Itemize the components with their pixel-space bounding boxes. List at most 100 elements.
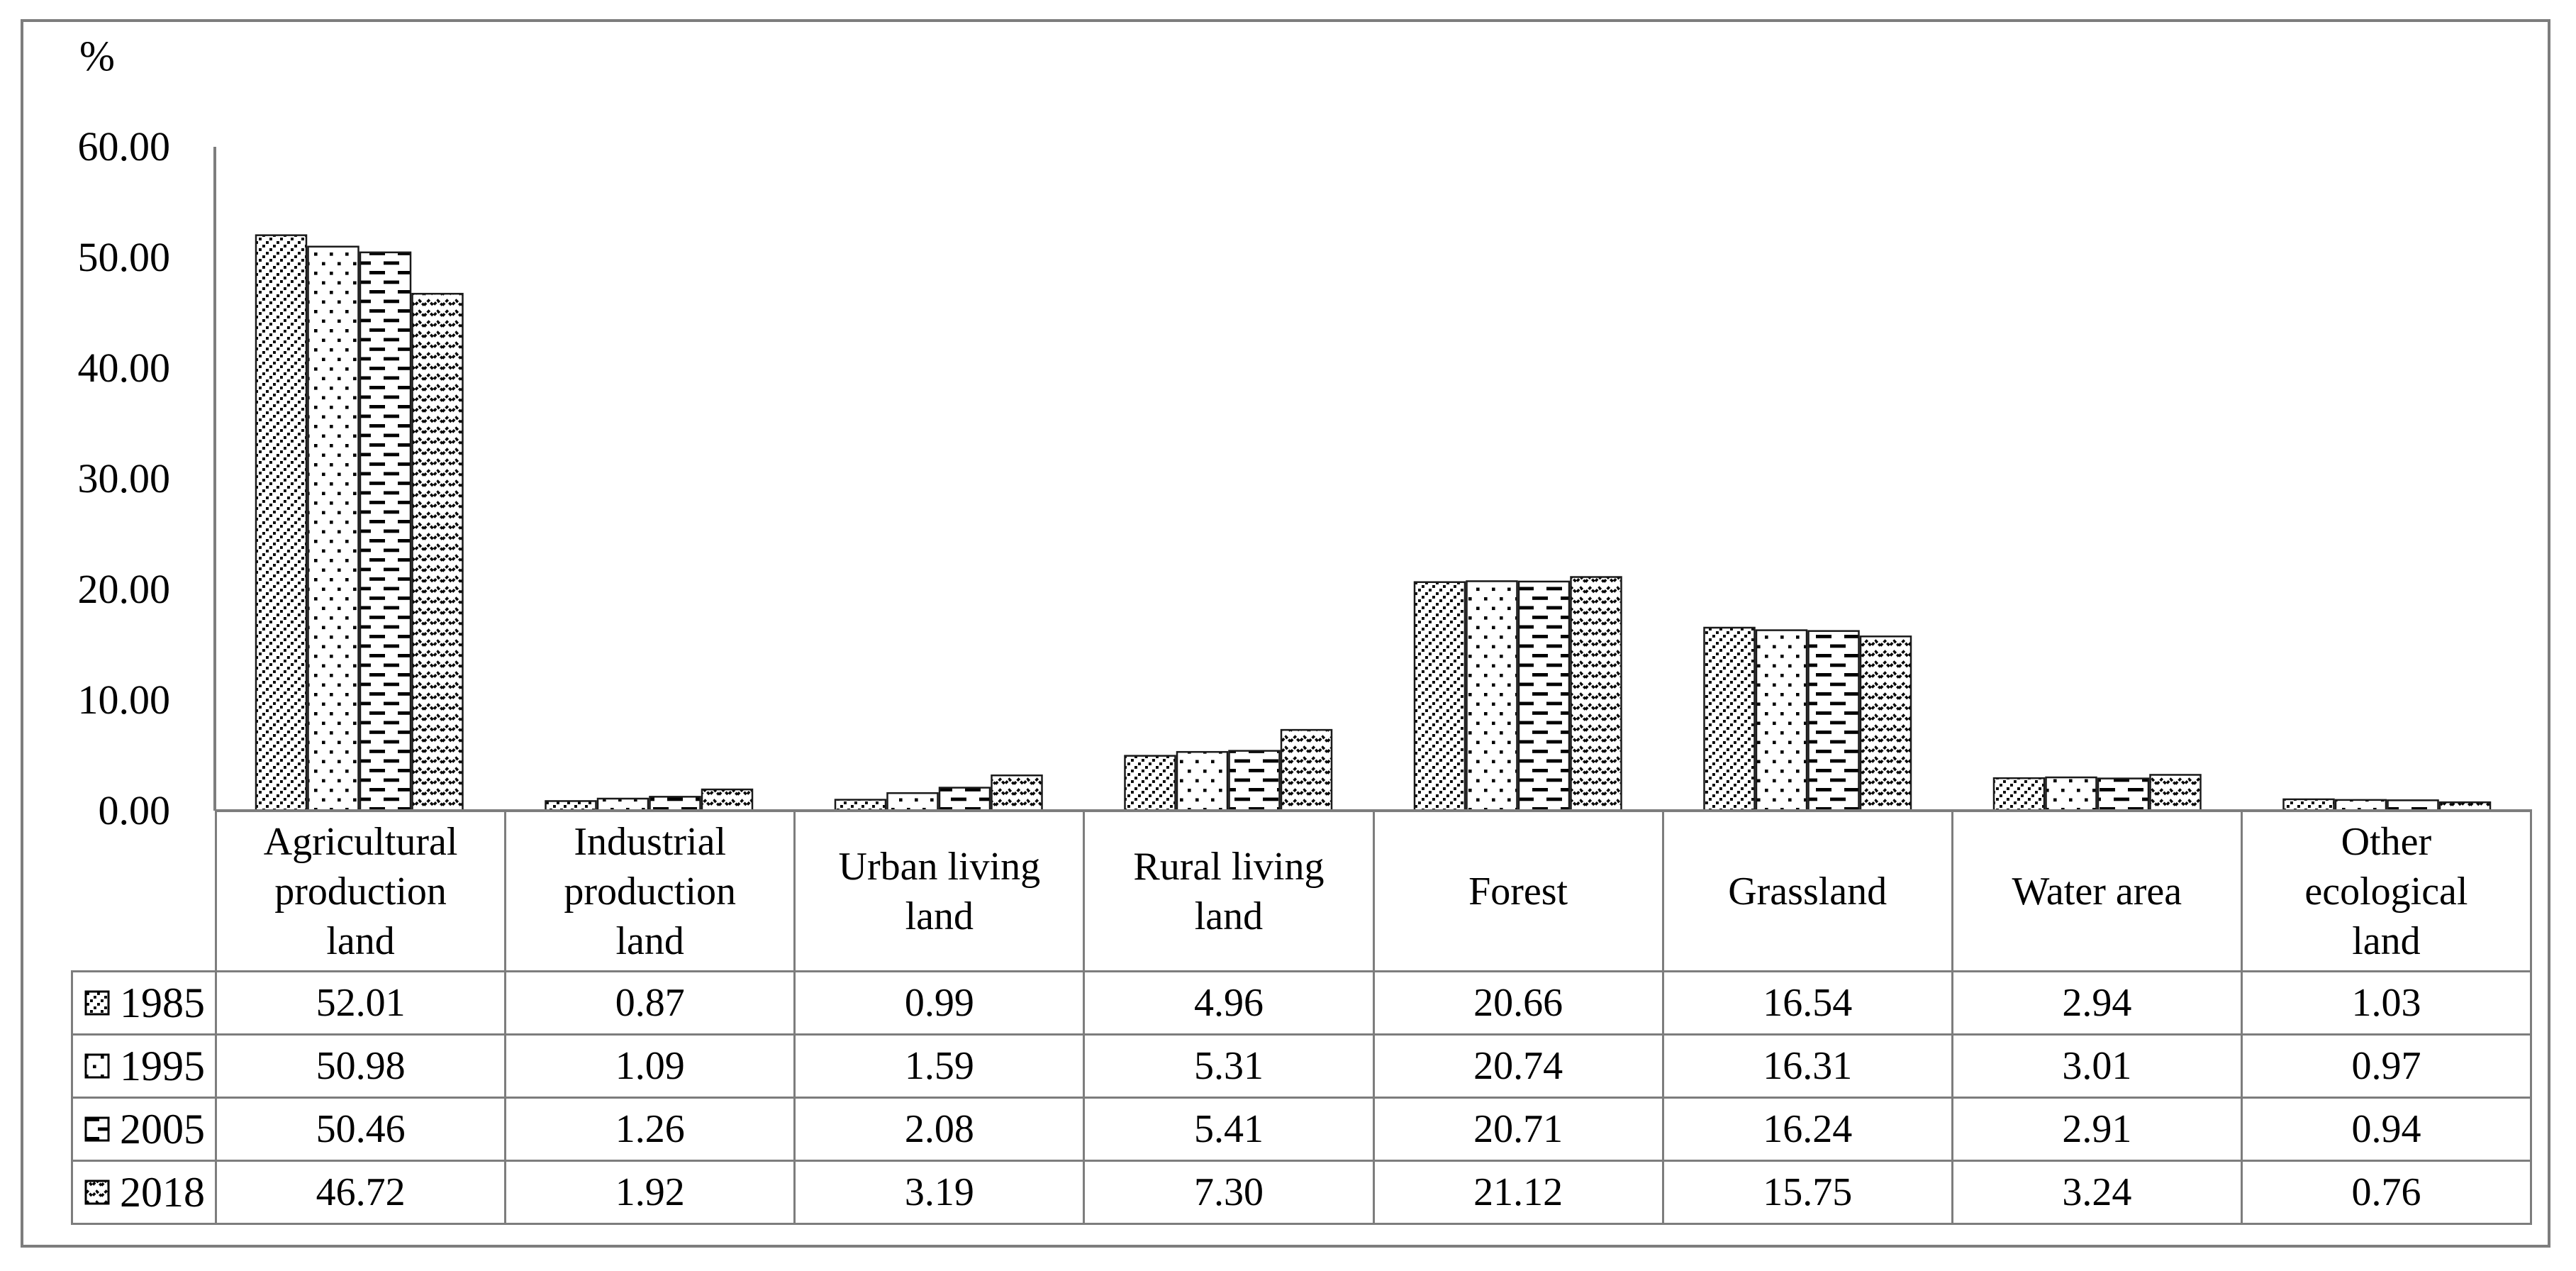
table-row-1985: 1985 52.01 0.87 0.99 4.96 20.66 16.54 2.94 1.03 — [71, 972, 2532, 1036]
value-cell-2005-category-3: 5.41 — [1083, 1099, 1373, 1162]
value-cell-2018-category-4: 21.12 — [1372, 1162, 1662, 1225]
bar-1995-category-6 — [2045, 776, 2097, 812]
value-cell-2005-category-4: 20.71 — [1372, 1099, 1662, 1162]
table-header-cell-category-5: Grassland — [1661, 809, 1951, 972]
table-header-cell-category-4: Forest — [1372, 809, 1662, 972]
table-row-2018: 2018 46.72 1.92 3.19 7.30 21.12 15.75 3.24 0.76 — [71, 1162, 2532, 1225]
bar-2018-category-0 — [411, 292, 464, 812]
legend-cell-2005: 2005 — [71, 1099, 215, 1162]
bar-1995-category-2 — [886, 792, 939, 812]
bar-1985-category-5 — [1703, 626, 1756, 812]
legend-swatch-1995 — [84, 1053, 110, 1079]
value-cell-1995-category-1: 1.09 — [504, 1036, 794, 1099]
value-cell-1985-category-1: 0.87 — [504, 972, 794, 1036]
legend-cell-2018: 2018 — [71, 1162, 215, 1225]
value-cell-1985-category-3: 4.96 — [1083, 972, 1373, 1036]
header-line: Forest — [1468, 869, 1568, 914]
bar-2005-category-0 — [359, 251, 412, 812]
header-line: production — [564, 869, 736, 914]
table-header-cell-category-6: Water area — [1951, 809, 2241, 972]
header-line: Agricultural — [263, 819, 458, 864]
bar-2018-category-1 — [701, 788, 754, 812]
bar-1995-category-3 — [1176, 750, 1229, 812]
bar-2018-category-5 — [1859, 636, 1912, 812]
table-header-row: Agricultural production land Industrial prod… — [71, 809, 2532, 972]
bar-2005-category-4 — [1517, 580, 1571, 812]
value-cell-1995-category-2: 1.59 — [793, 1036, 1083, 1099]
header-line: Water area — [2012, 869, 2182, 914]
bar-1985-category-4 — [1413, 581, 1466, 812]
y-axis-unit-label: % — [79, 33, 115, 79]
legend-swatch-2005 — [84, 1116, 110, 1142]
axes — [213, 147, 216, 811]
value-cell-2018-category-0: 46.72 — [215, 1162, 505, 1225]
value-cell-1985-category-5: 16.54 — [1661, 972, 1951, 1036]
value-cell-1995-category-5: 16.31 — [1661, 1036, 1951, 1099]
data-table: Agricultural production land Industrial prod… — [71, 809, 2532, 1225]
table-corner-spacer — [71, 809, 215, 972]
table-header-cell-category-1: Industrial production land — [504, 809, 794, 972]
legend-swatch-2018 — [84, 1180, 110, 1205]
value-cell-2018-category-2: 3.19 — [793, 1162, 1083, 1225]
y-tick-label: 50.00 — [77, 234, 171, 280]
bar-2018-category-3 — [1280, 728, 1333, 812]
value-cell-2018-category-6: 3.24 — [1951, 1162, 2241, 1225]
bar-1985-category-0 — [255, 234, 308, 812]
legend-swatch-1985 — [84, 990, 110, 1016]
table-header-cell-category-2: Urban living land — [793, 809, 1083, 972]
value-cell-1995-category-3: 5.31 — [1083, 1036, 1373, 1099]
legend-cell-1985: 1985 — [71, 972, 215, 1036]
value-cell-2005-category-1: 1.26 — [504, 1099, 794, 1162]
bar-2005-category-3 — [1228, 750, 1281, 812]
value-cell-2005-category-6: 2.91 — [1951, 1099, 2241, 1162]
value-cell-2018-category-5: 15.75 — [1661, 1162, 1951, 1225]
header-line: land — [326, 918, 395, 963]
value-cell-2005-category-0: 50.46 — [215, 1099, 505, 1162]
header-line: land — [2352, 918, 2421, 963]
table-header-cell-category-3: Rural living land — [1083, 809, 1373, 972]
table-header-cell-category-0: Agricultural production land — [215, 809, 505, 972]
value-cell-2005-category-5: 16.24 — [1661, 1099, 1951, 1162]
header-line: production — [274, 869, 447, 914]
bar-1995-category-5 — [1755, 629, 1808, 812]
value-cell-2018-category-3: 7.30 — [1083, 1162, 1373, 1225]
series-year-label: 2018 — [120, 1168, 205, 1216]
bar-2005-category-2 — [938, 787, 991, 812]
value-cell-1985-category-4: 20.66 — [1372, 972, 1662, 1036]
value-cell-2005-category-7: 0.94 — [2240, 1099, 2532, 1162]
value-cell-1995-category-4: 20.74 — [1372, 1036, 1662, 1099]
table-header-cell-category-7: Other ecological land — [2240, 809, 2532, 972]
y-tick-label: 10.00 — [77, 677, 171, 723]
y-tick-label: 60.00 — [77, 123, 171, 170]
value-cell-1995-category-0: 50.98 — [215, 1036, 505, 1099]
value-cell-1985-category-6: 2.94 — [1951, 972, 2241, 1036]
bar-1995-category-0 — [307, 245, 359, 812]
value-cell-2005-category-2: 2.08 — [793, 1099, 1083, 1162]
header-line: land — [615, 918, 684, 963]
legend-cell-1995: 1995 — [71, 1036, 215, 1099]
bar-2018-category-4 — [1570, 576, 1622, 812]
bar-2018-category-6 — [2149, 774, 2202, 812]
bar-2005-category-5 — [1807, 630, 1860, 812]
header-line: land — [1194, 894, 1264, 938]
bar-1995-category-4 — [1466, 580, 1518, 812]
value-cell-1995-category-7: 0.97 — [2240, 1036, 2532, 1099]
series-year-label: 2005 — [120, 1105, 205, 1153]
value-cell-1985-category-2: 0.99 — [793, 972, 1083, 1036]
y-tick-label: 30.00 — [77, 455, 171, 501]
value-cell-1985-category-7: 1.03 — [2240, 972, 2532, 1036]
header-line: Urban living — [838, 844, 1041, 889]
value-cell-2018-category-7: 0.76 — [2240, 1162, 2532, 1225]
value-cell-1995-category-6: 3.01 — [1951, 1036, 2241, 1099]
table-row-2005: 2005 50.46 1.26 2.08 5.41 20.71 16.24 2.91 0.94 — [71, 1099, 2532, 1162]
y-tick-label: 40.00 — [77, 345, 171, 391]
header-line: land — [905, 894, 974, 938]
bars — [255, 234, 2492, 812]
header-line: Other — [2341, 819, 2432, 864]
value-cell-1985-category-0: 52.01 — [215, 972, 505, 1036]
header-line: ecological — [2304, 869, 2468, 914]
y-tick-label: 20.00 — [77, 566, 171, 612]
bar-2018-category-2 — [991, 774, 1043, 812]
